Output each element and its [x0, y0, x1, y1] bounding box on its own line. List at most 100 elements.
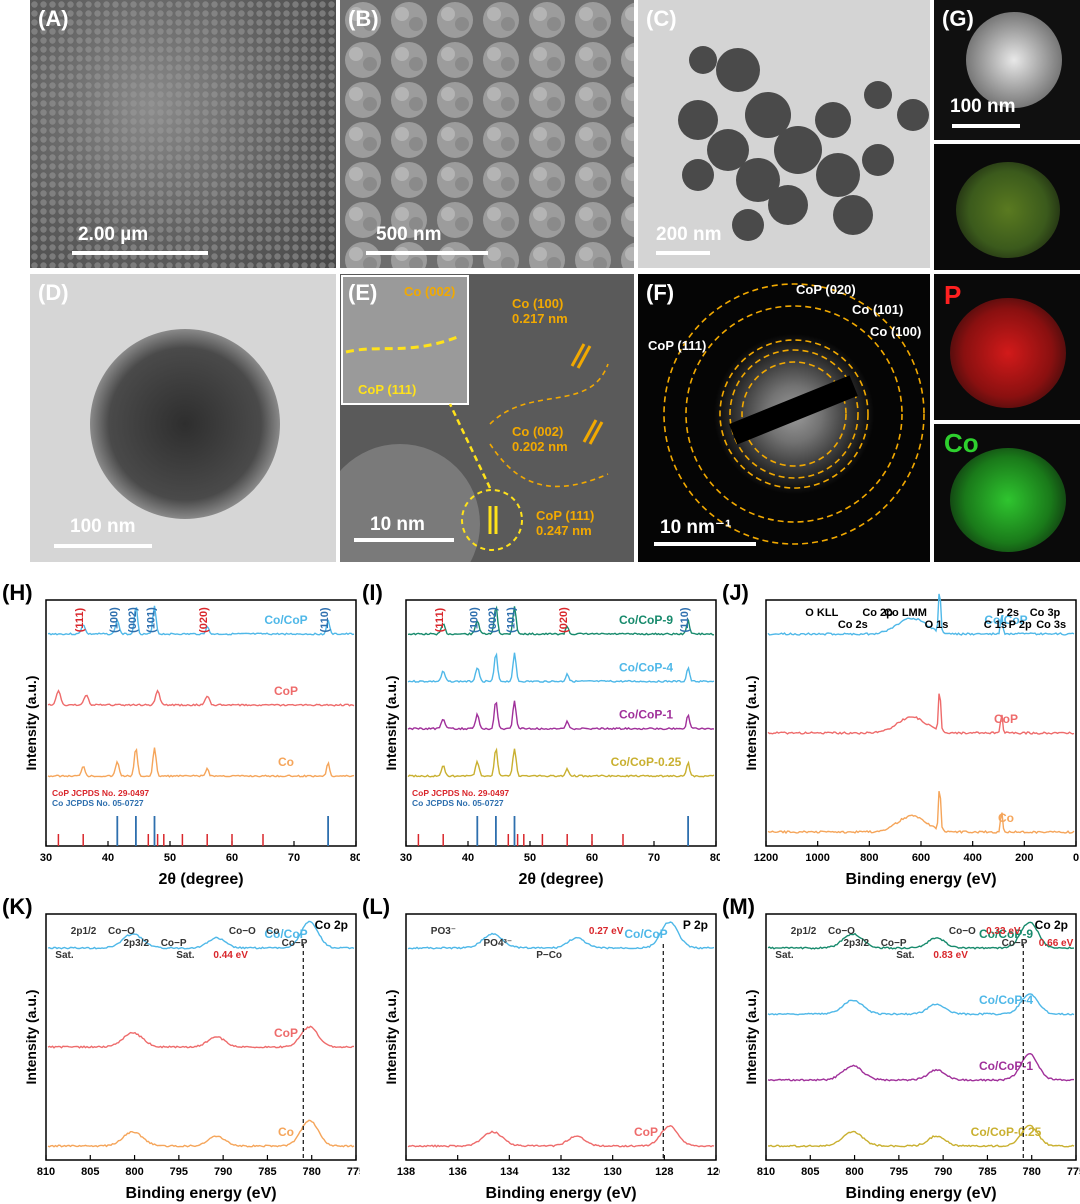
series-label: Co/CoP-4 [979, 993, 1033, 1007]
haadf-particle [966, 12, 1062, 108]
annotation: 2p1/2 [791, 926, 817, 937]
peak-label: Co LMM [884, 607, 927, 619]
scale-text-g: 100 nm [950, 96, 1016, 117]
peak-label: (110) [319, 607, 331, 632]
series-label: Co/CoP-0.25 [971, 1125, 1042, 1139]
peak-label: (100) [108, 607, 120, 633]
sem-image-a: (A) 2.00 µm [30, 0, 336, 268]
series-line [407, 700, 715, 731]
eds-label-co: Co [944, 428, 979, 458]
peak-label: P 2p [1009, 619, 1032, 631]
series-line [407, 1124, 715, 1148]
series-label: Co/CoP [984, 613, 1027, 627]
series-label: Co/CoP-4 [619, 660, 673, 674]
peak-label: (101) [506, 607, 518, 633]
ring-label-co101: Co (101) [852, 302, 904, 317]
annotation: Co−O [229, 926, 256, 937]
scale-text-c: 200 nm [656, 224, 722, 245]
x-tick-label: 805 [81, 1166, 99, 1178]
scale-text-a: 2.00 µm [78, 224, 149, 245]
annotation: Co−P [881, 938, 907, 949]
series-label: Co/CoP-1 [619, 708, 673, 722]
annotation: Co−O [108, 926, 135, 937]
x-tick-label: 775 [1067, 1166, 1080, 1178]
chart-label: (M) [722, 894, 755, 919]
x-tick-label: 50 [524, 852, 536, 864]
peak-label: (101) [146, 607, 158, 633]
ring-label-cop111: CoP (111) [648, 338, 707, 353]
panel-label-c: (C) [646, 6, 677, 31]
series-line [767, 1052, 1074, 1082]
chart-m: (M) Intensity (a.u.) Binding energy (eV) 81… [722, 894, 1080, 1202]
series-label: CoP [274, 1026, 298, 1040]
eds-label-p: P [944, 280, 962, 310]
peak-label: C 1s [984, 619, 1007, 631]
annotation: Sat. [896, 950, 915, 961]
x-tick-label: 805 [801, 1166, 819, 1178]
chart-label: (I) [362, 580, 383, 605]
scale-text-b: 500 nm [376, 224, 442, 245]
series-line [47, 1119, 355, 1148]
x-tick-label: 780 [1023, 1166, 1041, 1178]
sem-image-b: (B) 500 nm [340, 0, 634, 268]
panel-label-a: (A) [38, 6, 69, 31]
peak-label: (111) [74, 607, 86, 632]
series-label: Co/CoP-1 [979, 1059, 1033, 1073]
series-line [47, 689, 355, 707]
series-label: CoP [274, 684, 298, 698]
y-axis-label: Intensity (a.u.) [743, 676, 759, 771]
x-tick-label: 70 [648, 852, 660, 864]
panel-label-f: (F) [646, 280, 675, 305]
x-tick-label: 80 [710, 852, 720, 864]
peak-label: (020) [198, 607, 210, 633]
plot-frame [765, 599, 1077, 847]
y-axis-label: Intensity (a.u.) [23, 676, 39, 771]
x-tick-label: 600 [912, 852, 930, 864]
x-tick-label: 795 [170, 1166, 188, 1178]
chart-l: (L) Intensity (a.u.) Binding energy (eV) 13… [362, 894, 720, 1202]
panel-label-g: (G) [942, 6, 974, 31]
annotation: Co−P [161, 938, 187, 949]
annotation: Sat. [176, 950, 195, 961]
x-tick-label: 132 [552, 1166, 570, 1178]
annotation: PO4³⁻ [484, 938, 513, 949]
annotation: 0.27 eV [589, 926, 624, 937]
x-tick-label: 790 [214, 1166, 232, 1178]
chart-label: (J) [722, 580, 749, 605]
scale-text-e: 10 nm [370, 514, 425, 535]
series-label: Co/CoP-0.25 [611, 755, 682, 769]
x-tick-label: 400 [963, 852, 981, 864]
chart-j: (J) Intensity (a.u.) Binding energy (eV) 12… [722, 580, 1079, 888]
x-tick-label: 0 [1073, 852, 1079, 864]
panel-title: P 2p [683, 918, 708, 932]
x-tick-label: 130 [603, 1166, 621, 1178]
series-line [407, 652, 715, 683]
annotation: 2p1/2 [71, 926, 97, 937]
plot-frame [45, 599, 357, 847]
series-line [407, 605, 715, 636]
peak-label: (100) [468, 607, 480, 633]
scale-bar-b [366, 251, 488, 255]
x-axis-label: Binding energy (eV) [845, 1185, 996, 1202]
x-tick-label: 780 [303, 1166, 321, 1178]
series-label: Co/CoP-9 [619, 613, 673, 627]
annotation: Co [266, 926, 279, 937]
panel-label-e: (E) [348, 280, 378, 305]
series-label: CoP [634, 1125, 658, 1139]
x-axis-label: Binding energy (eV) [485, 1185, 636, 1202]
series-line [47, 1025, 354, 1049]
chart-h: (H) Intensity (a.u.) 2θ (degree) 30 40 50 60 70… [2, 580, 360, 888]
peak-label: P 2s [997, 607, 1019, 619]
peak-label: Co 3p [1030, 607, 1061, 619]
x-axis-label: Binding energy (eV) [125, 1185, 276, 1202]
haadf-image-g: (G) 100 nm [934, 0, 1080, 140]
eds-map-co: Co [934, 424, 1080, 562]
series-line [767, 921, 1075, 950]
x-tick-label: 136 [448, 1166, 466, 1178]
x-tick-label: 200 [1015, 852, 1033, 864]
ref-label-cop: CoP JCPDS No. 29-0497 [52, 788, 149, 798]
x-tick-label: 800 [845, 1166, 863, 1178]
plot-frame [765, 913, 1077, 1161]
peak-label: (020) [558, 607, 570, 633]
ref-label-cop: CoP JCPDS No. 29-0497 [412, 788, 509, 798]
